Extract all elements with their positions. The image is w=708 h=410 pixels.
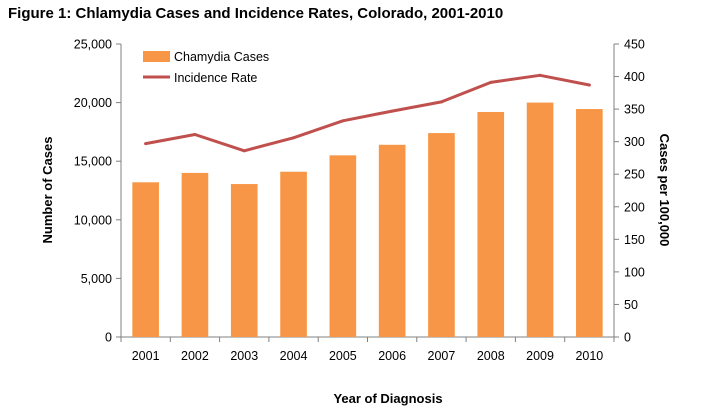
- y2-tick-label: 100: [624, 265, 645, 279]
- y2-tick-label: 350: [624, 103, 645, 117]
- line-point: [390, 109, 394, 113]
- y-tick-label: 0: [105, 331, 112, 345]
- bar: [181, 172, 209, 337]
- line-series: [144, 73, 591, 153]
- x-tick-label: 2008: [477, 349, 505, 363]
- x-tick-label: 2003: [230, 349, 258, 363]
- x-tick-label: 2004: [280, 349, 308, 363]
- y-tick-label: 5,000: [81, 272, 112, 286]
- y2-tick-label: 300: [624, 135, 645, 149]
- legend: Chamydia Cases Incidence Rate: [143, 50, 269, 85]
- line-point: [587, 83, 591, 87]
- x-tick-label: 2007: [428, 349, 456, 363]
- bar: [477, 111, 505, 337]
- bar: [526, 102, 554, 337]
- bar: [280, 171, 307, 337]
- y-tick-label: 10,000: [74, 213, 112, 227]
- y-tick-label: 25,000: [74, 38, 112, 52]
- y2-tick-label: 150: [624, 233, 645, 247]
- x-axis-title: Year of Diagnosis: [333, 391, 442, 406]
- legend-label-rate: Incidence Rate: [174, 71, 257, 85]
- line-point: [341, 119, 345, 123]
- line-point: [193, 133, 197, 137]
- y2-tick-label: 200: [624, 200, 645, 214]
- bar: [428, 133, 455, 337]
- chart-title: Figure 1: Chlamydia Cases and Incidence …: [8, 5, 504, 22]
- legend-swatch-bar: [143, 51, 170, 62]
- bar: [378, 144, 406, 337]
- x-tick-label: 2002: [181, 349, 209, 363]
- x-tick-label: 2010: [575, 349, 603, 363]
- incidence-rate-line: [144, 73, 591, 153]
- y-axis-title: Number of Cases: [40, 137, 55, 244]
- x-tick-label: 2009: [526, 349, 554, 363]
- y-tick-label: 20,000: [74, 96, 112, 110]
- y2-axis-title: Cases per 100,000: [657, 134, 672, 247]
- x-tick-label: 2005: [329, 349, 357, 363]
- axes: 0 5,000 10,000 15,000 20,000 25,000 0 50 100 150 2…: [74, 38, 645, 364]
- legend-label-cases: Chamydia Cases: [174, 50, 269, 64]
- line-point: [242, 149, 246, 153]
- y2-tick-label: 250: [624, 168, 645, 182]
- line-point: [538, 73, 542, 77]
- y-tick-label: 15,000: [74, 155, 112, 169]
- line-point: [489, 80, 493, 84]
- y2-tick-label: 0: [624, 331, 631, 345]
- bar-series: [132, 102, 603, 338]
- x-tick-label: 2006: [378, 349, 406, 363]
- bar: [576, 109, 603, 338]
- line-point: [144, 142, 148, 146]
- bar: [329, 155, 357, 337]
- y2-tick-label: 400: [624, 70, 645, 84]
- bar: [230, 184, 258, 337]
- y2-tick-label: 50: [624, 298, 638, 312]
- line-point: [292, 136, 296, 140]
- line-point: [439, 100, 443, 104]
- y2-tick-label: 450: [624, 38, 645, 52]
- x-tick-label: 2001: [132, 349, 160, 363]
- bar: [132, 182, 159, 337]
